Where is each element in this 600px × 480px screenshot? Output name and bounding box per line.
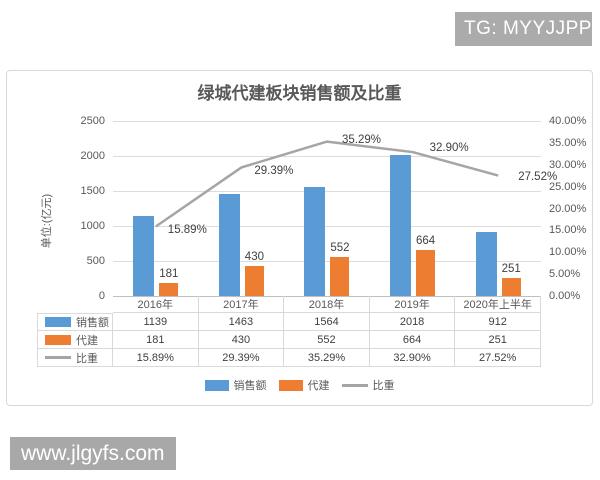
- daijian-bar-label: 251: [501, 263, 521, 276]
- category-slot: 430: [199, 121, 285, 296]
- table-header-cell: 2020年上半年: [455, 296, 541, 313]
- legend: 销售额 代建 比重: [7, 377, 592, 393]
- left-axis-tick: 1000: [80, 220, 105, 232]
- telegram-badge: TG: MYYJJPP: [455, 12, 592, 46]
- sales-bar: [475, 232, 497, 296]
- right-axis-tick: 15.00%: [549, 224, 587, 237]
- table-cell: 1564: [284, 313, 370, 331]
- chart-title: 绿城代建板块销售额及比重: [197, 84, 402, 103]
- table-header-cell: 2017年: [198, 296, 285, 313]
- table-header-cell: 2018年: [284, 296, 370, 313]
- daijian-bar-label: 430: [244, 250, 264, 263]
- table-row-label-text: 代建: [76, 334, 98, 347]
- table-cell: 251: [455, 331, 541, 349]
- ratio-point-label: 15.89%: [167, 224, 207, 237]
- category-slot: 552: [284, 121, 370, 296]
- table-cell: 912: [455, 313, 541, 331]
- gridline: [113, 121, 541, 122]
- daijian-bar-label: 181: [159, 268, 179, 281]
- legend-label: 销售额: [233, 380, 267, 392]
- category-slot: 181: [113, 121, 199, 296]
- sales-bar: [218, 193, 240, 296]
- table-cell: 1139: [113, 313, 199, 331]
- ratio-point-label: 35.29%: [342, 133, 382, 146]
- gridline: [113, 261, 541, 262]
- table-row: 销售额 1139 1463 1564 2018 912: [37, 313, 547, 331]
- table-cell: 15.89%: [113, 349, 199, 367]
- table-cell: 2018: [369, 313, 456, 331]
- table-cell: 430: [198, 331, 285, 349]
- table-row-label: 代建: [37, 331, 113, 349]
- legend-item: 销售额: [204, 377, 267, 393]
- sales-bar: [304, 186, 326, 296]
- line-swatch: [45, 356, 71, 359]
- legend-label: 比重: [372, 380, 395, 392]
- category-slot: 251: [455, 121, 541, 296]
- table-cell: 29.39%: [198, 349, 285, 367]
- right-axis-tick: 0.00%: [549, 290, 581, 302]
- ratio-point-label: 32.90%: [429, 142, 469, 155]
- legend-item: 代建: [278, 377, 330, 393]
- table-cell: 32.90%: [369, 349, 456, 367]
- daijian-bar: [416, 249, 436, 296]
- table-header-cell: 2016年: [113, 296, 199, 313]
- bar-swatch: [45, 334, 71, 345]
- daijian-bar: [501, 278, 521, 296]
- data-table: 2016年 2017年 2018年 2019年 2020年上半年 销售额 1139 1463 1…: [37, 296, 547, 367]
- legend-item: 比重: [341, 377, 395, 393]
- legend-bar-swatch: [204, 379, 229, 391]
- table-header-cell: 2019年: [369, 296, 456, 313]
- left-axis-tick: 2000: [80, 150, 105, 162]
- table-cell: 664: [369, 331, 456, 349]
- right-axis-tick: 25.00%: [549, 180, 587, 193]
- table-cell: 27.52%: [455, 349, 541, 367]
- table-row-label-text: 比重: [76, 352, 98, 365]
- left-axis-tick: 0: [98, 290, 105, 302]
- left-axis-tick: 1500: [80, 185, 105, 197]
- bar-swatch: [45, 317, 71, 327]
- table-cell: 552: [284, 331, 370, 349]
- left-axis-tick: 500: [86, 255, 105, 267]
- sales-bar: [390, 154, 412, 296]
- daijian-bar: [159, 283, 179, 296]
- left-axis-tick: 2500: [80, 115, 105, 127]
- right-axis-tick: 40.00%: [549, 115, 587, 127]
- legend-line-swatch: [341, 383, 368, 387]
- daijian-bar-label: 664: [416, 234, 436, 247]
- daijian-bar: [244, 265, 264, 296]
- ratio-point-label: 27.52%: [518, 170, 558, 183]
- sales-bar: [133, 216, 155, 296]
- watermark: www.jlgyfs.com: [10, 437, 176, 470]
- right-axis-tick: 10.00%: [549, 246, 587, 259]
- table-row-label: 比重: [37, 349, 113, 367]
- right-axis-tick: 35.00%: [549, 136, 587, 149]
- legend-bar-swatch: [278, 379, 303, 391]
- plot-area: 181 430 552 664 251 15.89% 29.39% 35.29% 32.90% 2…: [113, 121, 557, 297]
- chart-panel: 绿城代建板块销售额及比重 单位:(亿元) 181 430 552 664 251 15.8…: [6, 70, 593, 406]
- right-axis-tick: 20.00%: [549, 202, 587, 215]
- table-cell: 35.29%: [284, 349, 370, 367]
- legend-label: 代建: [307, 380, 330, 392]
- daijian-bar: [330, 257, 350, 296]
- table-cell: 1463: [198, 313, 285, 331]
- table-cell: 181: [113, 331, 199, 349]
- right-axis-tick: 5.00%: [549, 268, 581, 281]
- ratio-point-label: 29.39%: [254, 165, 294, 178]
- table-row-label-text: 销售额: [76, 317, 109, 329]
- table-row: 比重 15.89% 29.39% 35.29% 32.90% 27.52%: [37, 349, 547, 367]
- daijian-bar-label: 552: [330, 242, 350, 255]
- table-header-row: 2016年 2017年 2018年 2019年 2020年上半年: [37, 296, 547, 313]
- table-row: 代建 181 430 552 664 251: [37, 331, 547, 349]
- right-axis-tick: 30.00%: [549, 158, 587, 171]
- table-row-label: 销售额: [37, 313, 113, 331]
